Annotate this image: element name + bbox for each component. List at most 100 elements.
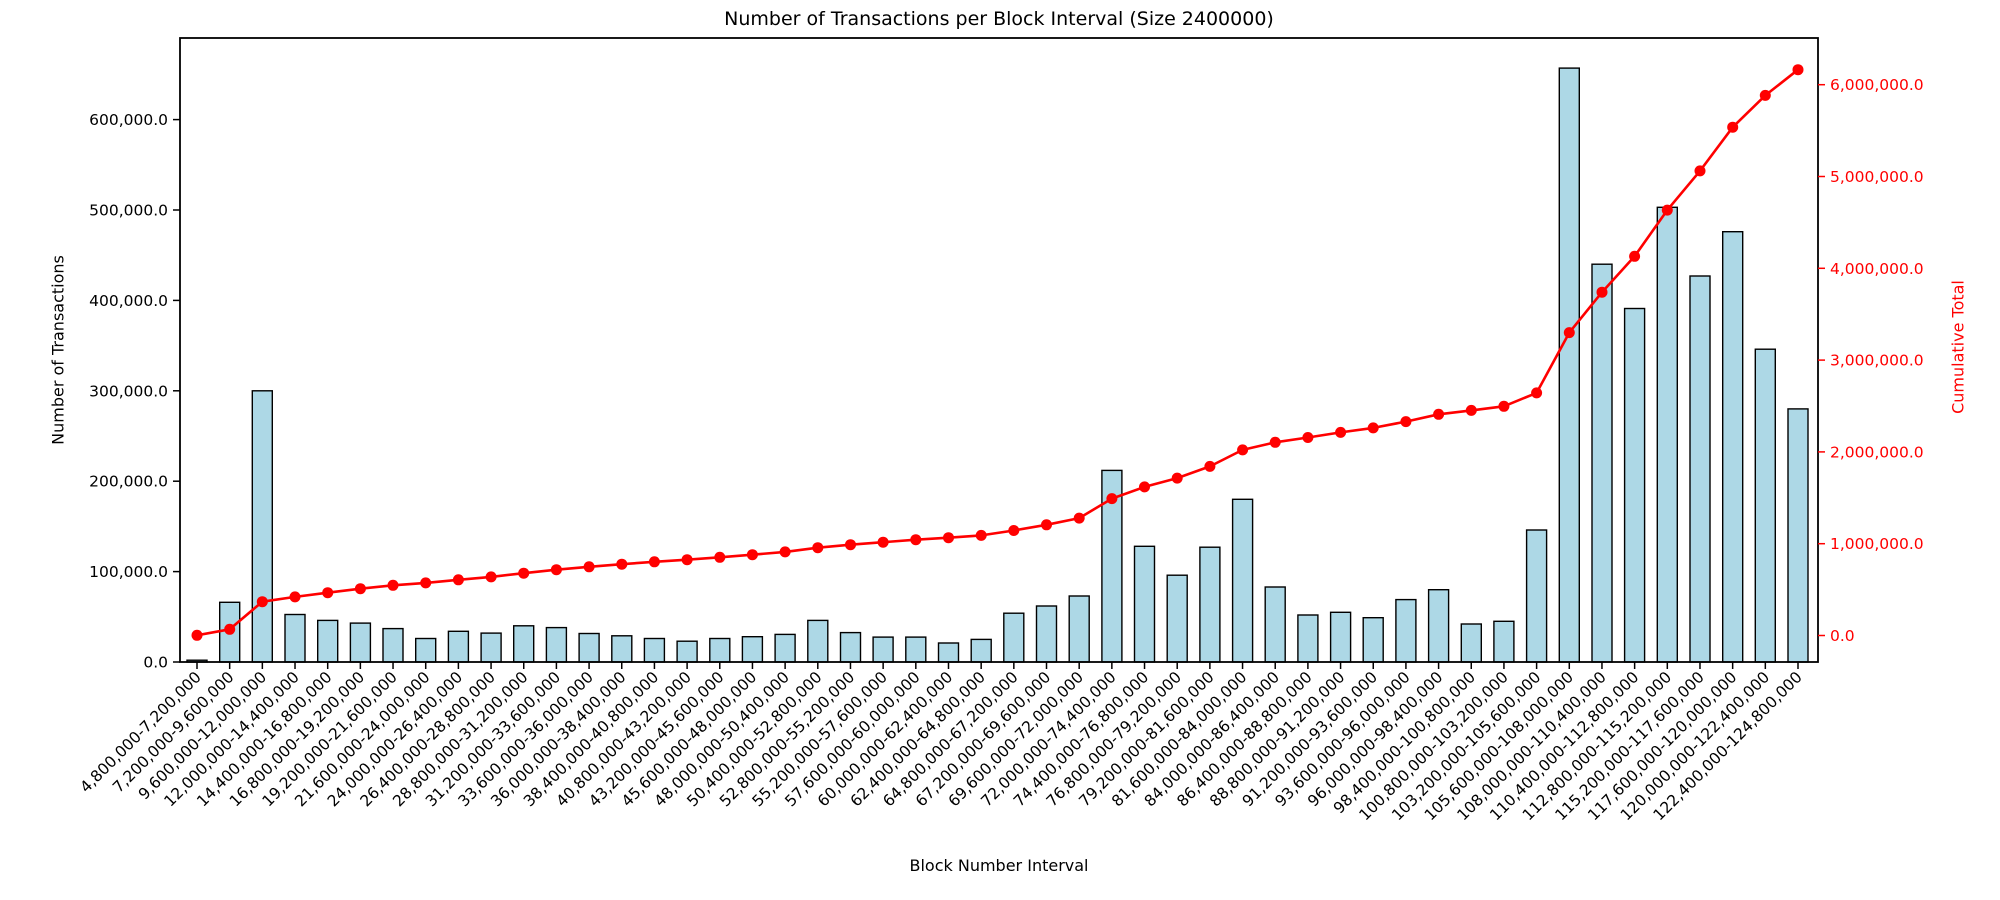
cumulative-point — [1139, 481, 1150, 493]
cumulative-point — [714, 551, 726, 563]
cumulative-point — [1302, 432, 1314, 443]
cumulative-point — [354, 583, 366, 595]
left-tick-label: 0.0 — [143, 654, 168, 672]
cumulative-point — [812, 542, 824, 554]
cumulative-point — [518, 567, 530, 579]
bar — [1689, 275, 1711, 663]
bar — [1721, 230, 1744, 663]
cumulative-point — [1465, 404, 1477, 416]
bar — [970, 638, 992, 663]
cumulative-point — [485, 571, 497, 583]
axes-frame — [179, 37, 1819, 663]
right-tick-label: 0.0 — [1830, 627, 1855, 645]
bar — [1427, 589, 1450, 663]
bar — [741, 636, 764, 663]
bar — [513, 625, 535, 663]
right-tick-label: 2,000,000.0 — [1830, 443, 1924, 461]
cumulative-point — [975, 529, 987, 541]
bar — [1231, 498, 1254, 663]
bar — [643, 637, 666, 663]
bar — [839, 631, 862, 663]
bar — [872, 636, 894, 663]
bar — [578, 632, 600, 663]
left-tick-label: 200,000.0 — [89, 473, 168, 491]
left-tick-label: 500,000.0 — [89, 202, 168, 220]
cumulative-point — [1563, 327, 1575, 339]
bar — [1395, 598, 1417, 663]
left-tick-label: 600,000.0 — [89, 111, 168, 129]
cumulative-point — [420, 577, 432, 589]
cumulative-point — [1759, 89, 1771, 101]
bar — [480, 632, 502, 663]
cumulative-point — [910, 534, 922, 546]
cumulative-point — [1433, 408, 1445, 420]
cumulative-point — [256, 596, 268, 608]
cumulative-point — [746, 549, 758, 561]
cumulative-point — [322, 587, 334, 599]
x-axis-label: Block Number Interval — [909, 856, 1089, 875]
cumulative-point — [1237, 444, 1249, 456]
cumulative-point — [1335, 426, 1347, 438]
bar — [1362, 617, 1384, 663]
bar — [1623, 307, 1646, 663]
cumulative-point — [1792, 64, 1804, 76]
bar — [1166, 574, 1188, 663]
bar — [415, 637, 437, 663]
bar — [382, 627, 404, 663]
bar — [1558, 67, 1581, 663]
bar — [284, 613, 306, 663]
cumulative-point — [845, 539, 856, 551]
bar — [1068, 595, 1090, 663]
bar — [905, 636, 927, 663]
bar — [1199, 546, 1221, 663]
cumulative-point — [1596, 286, 1608, 298]
bar — [1297, 614, 1319, 663]
bar — [317, 619, 339, 663]
cumulative-point — [1498, 400, 1510, 412]
right-tick-label: 5,000,000.0 — [1830, 168, 1924, 186]
right-tick-label: 4,000,000.0 — [1830, 260, 1924, 278]
bar — [447, 630, 470, 663]
cumulative-point — [1629, 250, 1641, 262]
cumulative-point — [387, 579, 399, 591]
cumulative-point — [943, 532, 954, 544]
bar — [676, 640, 698, 663]
bar — [774, 633, 796, 663]
bar — [349, 622, 372, 663]
left-tick-label: 100,000.0 — [89, 563, 168, 581]
bar — [1264, 586, 1286, 663]
cumulative-point — [779, 546, 791, 558]
right-tick-label: 1,000,000.0 — [1830, 535, 1924, 553]
cumulative-point — [1694, 165, 1706, 177]
bar — [807, 619, 829, 663]
bar — [251, 390, 274, 663]
cumulative-point — [1204, 460, 1216, 472]
cumulative-point — [648, 556, 660, 568]
left-tick-label: 300,000.0 — [89, 382, 168, 400]
cumulative-point — [550, 564, 562, 576]
bar — [1656, 206, 1679, 663]
right-tick-label: 6,000,000.0 — [1830, 76, 1924, 94]
cumulative-point — [1400, 416, 1412, 428]
bar — [1493, 620, 1515, 663]
cumulative-point — [1171, 472, 1183, 484]
right-tick-label: 3,000,000.0 — [1830, 352, 1924, 370]
cumulative-point — [583, 561, 595, 573]
cumulative-line — [196, 68, 1799, 637]
bar — [1133, 545, 1156, 663]
bar — [1525, 529, 1548, 663]
bar — [709, 637, 731, 663]
cumulative-point — [681, 554, 693, 566]
chart-title: Number of Transactions per Block Interva… — [724, 8, 1274, 30]
cumulative-point — [1367, 422, 1379, 434]
cumulative-point — [191, 629, 203, 641]
cumulative-point — [1531, 387, 1543, 399]
cumulative-point — [452, 574, 464, 586]
bar — [1460, 623, 1483, 663]
cumulative-point — [1008, 525, 1020, 536]
bar — [611, 635, 633, 663]
bar — [1035, 605, 1058, 663]
bar — [937, 642, 960, 663]
